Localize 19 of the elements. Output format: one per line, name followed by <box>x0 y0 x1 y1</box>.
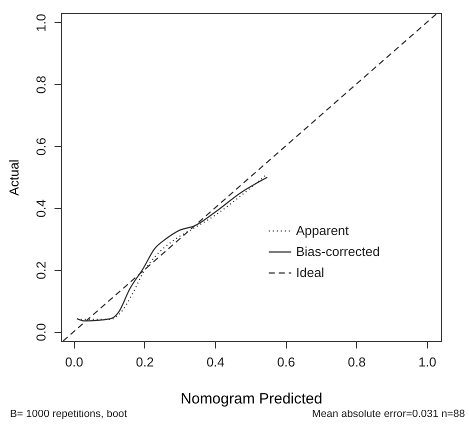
y-tick-label: 0.0 <box>34 323 48 342</box>
x-tick-label: 0.6 <box>277 354 296 370</box>
x-tick-label: 0.8 <box>348 354 366 370</box>
x-tick-label: 0.2 <box>136 354 154 370</box>
legend-label: Ideal <box>296 265 324 280</box>
y-tick-label: 0.4 <box>34 199 48 218</box>
y-tick-label: 1.0 <box>34 14 48 32</box>
y-tick-label: 0.6 <box>34 138 48 156</box>
text: Mean absolute error=0.031 n=88 <box>312 408 465 420</box>
x-tick-label: 0.4 <box>206 354 225 370</box>
legend-label: Bias-corrected <box>296 244 380 259</box>
text: B= 1000 repetitions, boot <box>10 408 128 420</box>
x-tick-label: 1.0 <box>418 354 436 370</box>
y-tick-label: 0.2 <box>34 261 48 280</box>
x-tick-label: 0.0 <box>65 354 84 370</box>
x-axis-title: Nomogram Predicted <box>180 390 322 408</box>
y-axis-title: Actual <box>6 159 22 196</box>
y-tick-label: 0.8 <box>34 76 48 94</box>
legend-label: Apparent <box>296 223 350 238</box>
